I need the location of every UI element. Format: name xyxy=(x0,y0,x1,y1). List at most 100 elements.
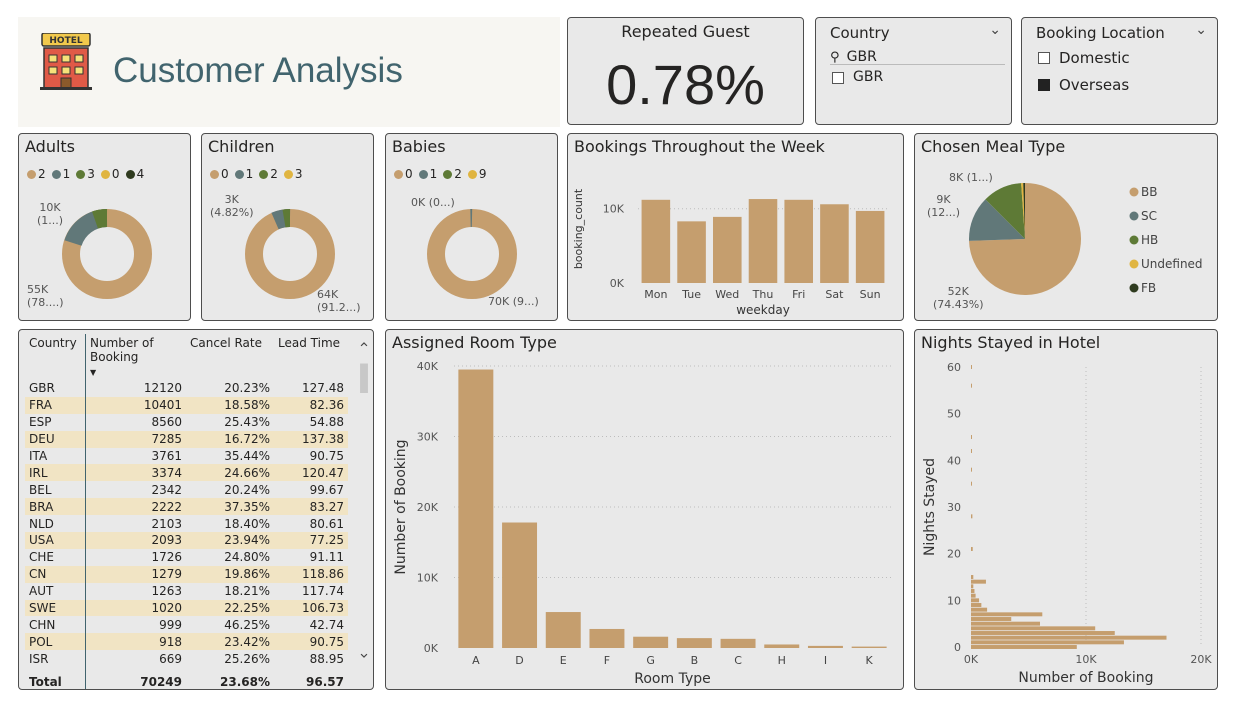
country-search-input[interactable]: ⚲ GBR xyxy=(830,46,1005,65)
bar[interactable] xyxy=(971,621,1040,626)
pie-slice[interactable] xyxy=(969,183,1081,295)
bar[interactable] xyxy=(971,435,972,439)
table-row[interactable]: GBR 12120 20.23% 127.48 xyxy=(25,380,348,397)
table-row[interactable]: ITA 3761 35.44% 90.75 xyxy=(25,447,348,465)
legend-item[interactable]: 2 xyxy=(443,167,462,181)
table-row[interactable]: POL 918 23.42% 90.75 xyxy=(25,633,348,651)
column-header-country[interactable]: Country xyxy=(29,336,77,350)
babies-donut[interactable] xyxy=(424,206,520,302)
table-row[interactable]: CHN 999 46.25% 42.74 xyxy=(25,616,348,634)
table-scrollbar[interactable] xyxy=(359,338,369,662)
legend-item[interactable]: 2 xyxy=(27,167,46,181)
legend-item[interactable]: 1 xyxy=(51,167,70,181)
table-row[interactable]: CN 1279 19.86% 118.86 xyxy=(25,565,348,583)
table-row[interactable]: NLD 2103 18.40% 80.61 xyxy=(25,515,348,533)
bar[interactable] xyxy=(971,514,973,519)
table-row[interactable]: CHE 1726 24.80% 91.11 xyxy=(25,548,348,566)
legend-item[interactable]: 2 xyxy=(259,167,278,181)
bar[interactable] xyxy=(720,638,756,648)
table-row[interactable]: ESP 8560 25.43% 54.88 xyxy=(25,413,348,431)
bar[interactable] xyxy=(713,216,742,283)
bar[interactable] xyxy=(971,593,976,598)
bar[interactable] xyxy=(545,612,581,648)
table-row[interactable]: AUT 1263 18.21% 117.74 xyxy=(25,582,348,600)
bar[interactable] xyxy=(971,635,1167,640)
bar[interactable] xyxy=(971,449,972,453)
bar[interactable] xyxy=(971,603,982,607)
legend-label[interactable]: HB xyxy=(1141,233,1158,247)
bar[interactable] xyxy=(855,210,885,283)
column-header-cancel-rate[interactable]: Cancel Rate xyxy=(190,336,262,350)
bar[interactable] xyxy=(764,644,800,648)
bar[interactable] xyxy=(971,598,980,603)
bar[interactable] xyxy=(971,547,973,551)
bar[interactable] xyxy=(971,612,1043,617)
bar[interactable] xyxy=(971,589,975,593)
legend-item[interactable]: 1 xyxy=(234,167,253,181)
legend-label[interactable]: Undefined xyxy=(1141,257,1203,271)
bar[interactable] xyxy=(676,638,712,648)
domestic-label[interactable]: Domestic xyxy=(1059,49,1130,67)
bar[interactable] xyxy=(641,199,671,283)
legend-item[interactable]: 0 xyxy=(100,167,120,181)
bar[interactable] xyxy=(748,199,778,283)
bar[interactable] xyxy=(807,645,843,648)
legend-item[interactable]: 0 xyxy=(210,167,229,181)
table-row[interactable]: ISR 669 25.26% 88.95 xyxy=(25,650,348,668)
bar[interactable] xyxy=(820,204,849,283)
bar[interactable] xyxy=(971,607,988,612)
table-row[interactable]: USA 2093 23.94% 77.25 xyxy=(25,532,348,549)
room-type-bar-chart[interactable]: 0K 10K 20K 30K 40K A D E F G B C H I K Room Type Number … xyxy=(386,330,903,689)
bar[interactable] xyxy=(784,199,813,283)
weekday-bar-chart[interactable]: 10K 0K Mon Tue Wed Thu Fri Sat Sun weekday booking… xyxy=(568,134,903,320)
bar[interactable] xyxy=(971,631,1115,635)
bar[interactable] xyxy=(971,617,1012,621)
bar[interactable] xyxy=(971,579,986,584)
table-row[interactable]: BRA 2222 37.35% 83.27 xyxy=(25,498,348,516)
bar[interactable] xyxy=(458,369,494,648)
domestic-checkbox[interactable] xyxy=(1038,52,1050,64)
table-row[interactable]: DEU 7285 16.72% 137.38 xyxy=(25,430,348,448)
sort-desc-icon[interactable]: ▼ xyxy=(90,368,97,377)
bar[interactable] xyxy=(971,626,1096,631)
bar[interactable] xyxy=(971,383,972,388)
adults-donut[interactable] xyxy=(59,206,155,302)
pie-slice[interactable] xyxy=(1021,183,1025,239)
table-row[interactable]: SWE 1020 22.25% 106.73 xyxy=(25,599,348,617)
legend-label[interactable]: BB xyxy=(1141,185,1157,199)
table-row[interactable]: IRL 3374 24.66% 120.47 xyxy=(25,464,348,482)
legend-item[interactable]: 1 xyxy=(418,167,437,181)
legend-item[interactable]: 4 xyxy=(125,167,144,181)
bar[interactable] xyxy=(971,640,1124,645)
bar[interactable] xyxy=(851,646,887,648)
country-option-checkbox[interactable] xyxy=(832,72,844,84)
booking-location-slicer[interactable]: Booking Location ⌄ Domestic Overseas xyxy=(1021,17,1218,125)
legend-item[interactable]: 0 xyxy=(394,167,413,181)
legend-item[interactable]: 9 xyxy=(467,167,487,181)
column-header-bookings[interactable]: Number of Booking ▼ xyxy=(85,334,186,380)
country-table[interactable]: Country Number of Booking ▼ Cancel Rate L… xyxy=(25,334,349,689)
children-donut[interactable] xyxy=(242,206,338,302)
overseas-label[interactable]: Overseas xyxy=(1059,76,1130,94)
bar[interactable] xyxy=(971,365,972,369)
bar[interactable] xyxy=(971,645,1077,649)
country-slicer[interactable]: Country ⌄ ⚲ GBR GBR xyxy=(815,17,1012,125)
overseas-checkbox[interactable] xyxy=(1038,79,1050,91)
bar[interactable] xyxy=(633,636,669,648)
bar[interactable] xyxy=(589,628,625,648)
legend-label[interactable]: FB xyxy=(1141,281,1156,295)
chevron-down-icon[interactable]: ⌄ xyxy=(1195,22,1207,38)
column-header-lead-time[interactable]: Lead Time xyxy=(278,336,341,350)
legend-item[interactable]: 3 xyxy=(283,167,303,181)
bar[interactable] xyxy=(971,584,974,589)
country-option-label[interactable]: GBR xyxy=(853,69,884,85)
table-row[interactable]: BEL 2342 20.24% 99.67 xyxy=(25,481,348,499)
legend-label[interactable]: SC xyxy=(1141,209,1157,223)
table-row[interactable]: FRA 10401 18.58% 82.36 xyxy=(25,396,348,414)
chevron-down-icon[interactable]: ⌄ xyxy=(989,22,1001,38)
legend-item[interactable]: 3 xyxy=(76,167,95,181)
bar[interactable] xyxy=(971,467,972,472)
bar[interactable] xyxy=(971,575,974,579)
bar[interactable] xyxy=(971,481,972,486)
